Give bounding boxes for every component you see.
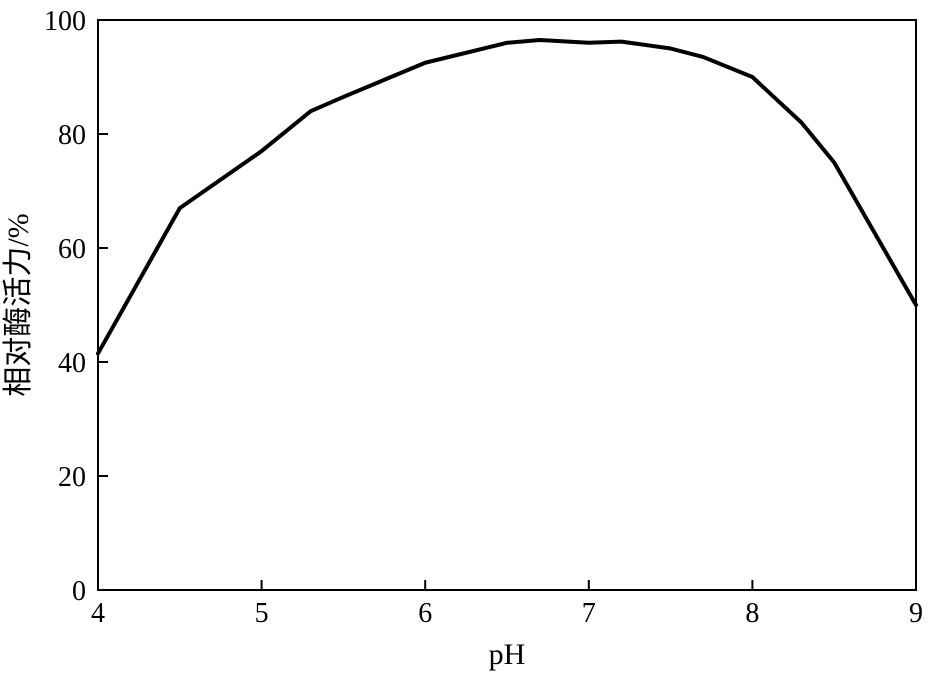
chart-container: { "chart": { "type": "line", "width_px":…	[0, 0, 936, 674]
x-tick-label: 7	[582, 598, 596, 629]
x-tick-label: 5	[255, 598, 269, 629]
x-tick-label: 6	[418, 598, 432, 629]
y-tick-label: 20	[58, 462, 86, 493]
y-tick-label: 100	[44, 6, 86, 37]
y-tick-label: 40	[58, 348, 86, 379]
line-chart: 4 5 6 7 8 9 0 20 40 60 80 100 pH 相对酶活力/%	[0, 0, 936, 674]
y-tick-label: 0	[72, 576, 86, 607]
x-axis-title: pH	[489, 638, 526, 671]
y-tick-label: 80	[58, 120, 86, 151]
chart-background	[0, 0, 936, 674]
x-tick-label: 4	[91, 598, 105, 629]
y-axis-title: 相对酶活力/%	[2, 213, 35, 396]
x-tick-label: 8	[745, 598, 759, 629]
x-tick-label: 9	[909, 598, 923, 629]
y-tick-label: 60	[58, 234, 86, 265]
